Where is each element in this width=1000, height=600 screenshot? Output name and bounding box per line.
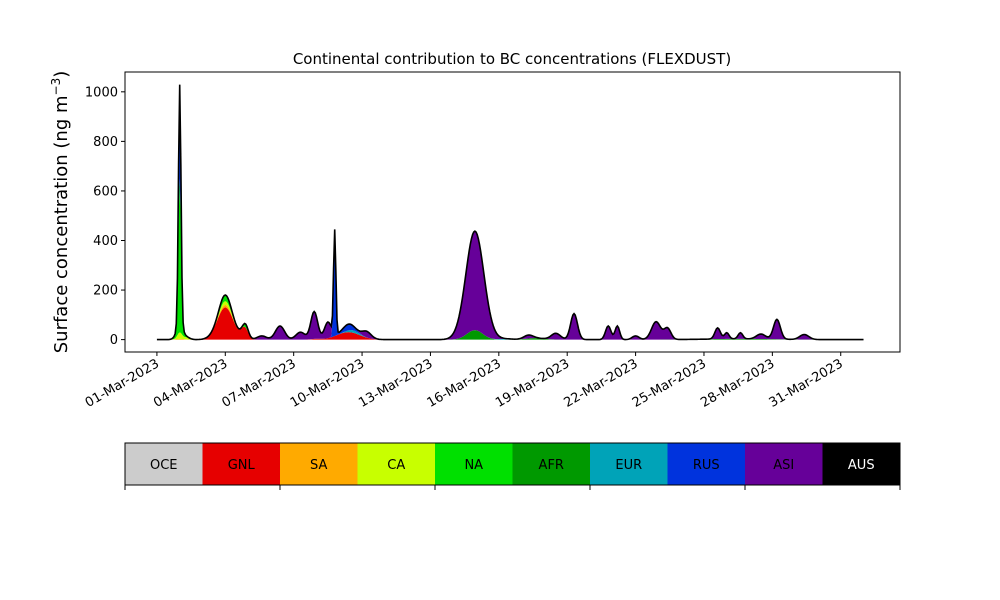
legend-swatch-sa — [280, 443, 358, 485]
legend-swatch-na — [435, 443, 513, 485]
area-afr — [156, 178, 864, 340]
x-tick-label: 01-Mar-2023 — [83, 356, 162, 410]
legend-label: SA — [310, 458, 327, 473]
legend-label: GNL — [228, 458, 256, 473]
legend-label: OCE — [150, 458, 178, 473]
legend-swatch-asi — [745, 443, 823, 485]
legend-swatch-aus — [822, 443, 901, 485]
chart-title: Continental contribution to BC concentra… — [293, 50, 731, 68]
y-tick-label: 600 — [93, 184, 118, 199]
legend-label: EUR — [615, 458, 642, 473]
y-tick-label: 400 — [93, 234, 118, 249]
legend-swatch-rus — [667, 443, 746, 485]
y-axis-label-close: ) — [51, 71, 72, 78]
legend-label: AUS — [848, 458, 875, 473]
x-tick-label: 04-Mar-2023 — [151, 356, 230, 410]
y-axis: 0 200 400 600 800 1000 — [85, 85, 125, 348]
area-rus — [156, 84, 864, 340]
legend-colorbar: OCE GNL SA CA NA AFR EUR RUS ASI AUS — [124, 442, 901, 490]
legend-label: ASI — [773, 458, 794, 473]
area-sa — [156, 304, 864, 340]
legend-label: AFR — [539, 458, 564, 473]
x-axis: 01-Mar-202304-Mar-202307-Mar-202310-Mar-… — [83, 352, 846, 411]
plot-frame — [124, 71, 901, 353]
y-axis-label-main: Surface concentration (ng m — [51, 95, 72, 353]
y-axis-label-sup: −3 — [49, 78, 63, 96]
legend-label: RUS — [693, 458, 720, 473]
x-tick-label: 25-Mar-2023 — [630, 356, 709, 410]
x-tick-label: 28-Mar-2023 — [698, 356, 777, 410]
legend-frame — [124, 442, 901, 486]
legend-swatch-gnl — [202, 443, 281, 485]
total-outline — [156, 84, 864, 341]
area-eur — [156, 178, 864, 340]
x-tick-label: 07-Mar-2023 — [220, 356, 299, 410]
x-tick-label: 19-Mar-2023 — [493, 356, 572, 410]
area-ca — [156, 301, 864, 340]
legend-swatch-ca — [357, 443, 436, 485]
total-line — [156, 84, 864, 341]
x-tick-label: 16-Mar-2023 — [425, 356, 504, 410]
y-tick-label: 200 — [93, 284, 118, 299]
x-tick-label: 13-Mar-2023 — [356, 356, 435, 410]
legend-swatch-oce — [125, 443, 203, 485]
y-tick-label: 0 — [110, 333, 118, 348]
x-tick-label: 22-Mar-2023 — [561, 356, 640, 410]
legend-swatch-eur — [590, 443, 668, 485]
stacked-areas — [156, 84, 864, 340]
legend-label: CA — [387, 458, 405, 473]
area-gnl — [156, 307, 864, 340]
y-tick-label: 800 — [93, 135, 118, 150]
x-tick-label: 10-Mar-2023 — [288, 356, 367, 410]
y-tick-label: 1000 — [85, 85, 118, 100]
area-asi — [156, 84, 864, 340]
legend-swatch-afr — [512, 443, 591, 485]
x-tick-label: 31-Mar-2023 — [767, 356, 846, 410]
area-na — [156, 178, 864, 340]
y-axis-label: Surface concentration (ng m−3) — [49, 71, 72, 354]
legend-label: NA — [464, 458, 483, 473]
area-aus — [156, 84, 864, 340]
